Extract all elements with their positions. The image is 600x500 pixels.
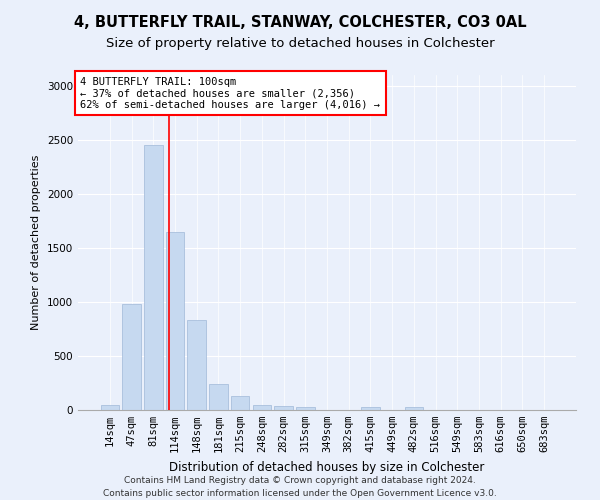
Bar: [274, 406, 293, 410]
Bar: [361, 407, 380, 410]
Bar: [253, 404, 271, 410]
Text: 4 BUTTERFLY TRAIL: 100sqm
← 37% of detached houses are smaller (2,356)
62% of se: 4 BUTTERFLY TRAIL: 100sqm ← 37% of detac…: [80, 76, 380, 110]
Bar: [101, 404, 119, 410]
Text: 4, BUTTERFLY TRAIL, STANWAY, COLCHESTER, CO3 0AL: 4, BUTTERFLY TRAIL, STANWAY, COLCHESTER,…: [74, 15, 526, 30]
Bar: [144, 145, 163, 410]
Bar: [122, 304, 141, 410]
X-axis label: Distribution of detached houses by size in Colchester: Distribution of detached houses by size …: [169, 460, 485, 473]
Text: Size of property relative to detached houses in Colchester: Size of property relative to detached ho…: [106, 38, 494, 51]
Bar: [296, 407, 314, 410]
Bar: [209, 384, 227, 410]
Bar: [404, 408, 423, 410]
Bar: [166, 232, 184, 410]
Y-axis label: Number of detached properties: Number of detached properties: [31, 155, 41, 330]
Bar: [187, 320, 206, 410]
Bar: [231, 396, 250, 410]
Text: Contains HM Land Registry data © Crown copyright and database right 2024.
Contai: Contains HM Land Registry data © Crown c…: [103, 476, 497, 498]
